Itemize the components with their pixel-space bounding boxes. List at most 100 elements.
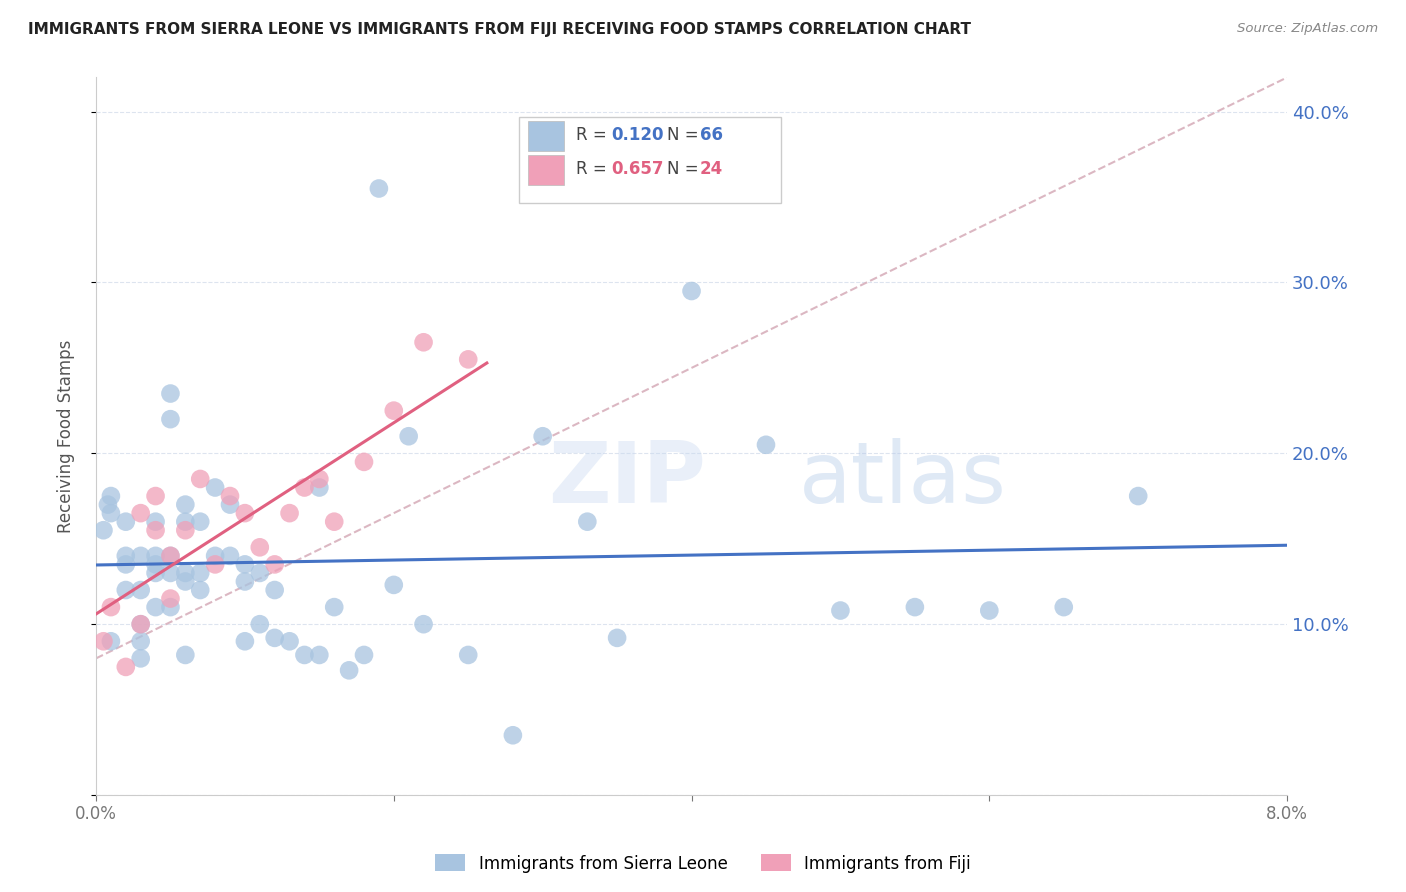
Point [502,728,524,742]
Point [278,634,301,648]
Point [114,660,136,674]
FancyBboxPatch shape [519,117,780,203]
Point [145,566,167,580]
Point [382,578,405,592]
Point [174,498,197,512]
Point [233,574,256,589]
Legend: Immigrants from Sierra Leone, Immigrants from Fiji: Immigrants from Sierra Leone, Immigrants… [429,847,977,880]
Point [145,515,167,529]
Point [337,663,360,677]
Point [129,582,152,597]
Point [353,455,375,469]
Point [114,582,136,597]
Point [97,498,120,512]
Point [219,498,242,512]
Point [755,438,778,452]
Point [129,651,152,665]
Point [188,472,211,486]
Text: 0.120: 0.120 [612,126,664,144]
Point [412,335,434,350]
Point [233,558,256,572]
Point [129,506,152,520]
Y-axis label: Receiving Food Stamps: Receiving Food Stamps [58,340,75,533]
Point [830,603,852,617]
Point [382,403,405,417]
Point [129,617,152,632]
Point [93,634,115,648]
Point [174,566,197,580]
Point [1128,489,1150,503]
Text: ZIP: ZIP [548,438,706,521]
Point [308,648,330,662]
Point [114,558,136,572]
Text: N =: N = [666,126,703,144]
Point [278,506,301,520]
Point [606,631,628,645]
Point [159,549,181,563]
Point [129,634,152,648]
Point [576,515,599,529]
Point [412,617,434,632]
Point [457,648,479,662]
Point [145,558,167,572]
Text: IMMIGRANTS FROM SIERRA LEONE VS IMMIGRANTS FROM FIJI RECEIVING FOOD STAMPS CORRE: IMMIGRANTS FROM SIERRA LEONE VS IMMIGRAN… [28,22,972,37]
Point [398,429,420,443]
Text: atlas: atlas [799,438,1007,521]
Point [129,549,152,563]
Point [174,515,197,529]
Point [323,600,346,615]
Point [294,481,316,495]
FancyBboxPatch shape [529,121,564,152]
Point [174,648,197,662]
Point [145,523,167,537]
Point [159,600,181,615]
Point [294,648,316,662]
Point [681,284,703,298]
Point [263,582,285,597]
Point [129,617,152,632]
Point [263,558,285,572]
Text: 24: 24 [700,160,723,178]
Point [188,515,211,529]
Point [367,181,389,195]
Point [114,515,136,529]
Point [188,582,211,597]
FancyBboxPatch shape [529,155,564,185]
Point [100,600,122,615]
Point [159,549,181,563]
Point [204,558,226,572]
Text: 66: 66 [700,126,723,144]
Text: N =: N = [666,160,703,178]
Point [219,549,242,563]
Point [159,591,181,606]
Point [174,523,197,537]
Point [233,506,256,520]
Point [263,631,285,645]
Point [457,352,479,367]
Text: R =: R = [576,160,612,178]
Point [159,386,181,401]
Point [188,566,211,580]
Point [323,515,346,529]
Point [353,648,375,662]
Point [145,549,167,563]
Point [204,549,226,563]
Point [159,412,181,426]
Point [249,541,271,555]
Point [204,481,226,495]
Text: Source: ZipAtlas.com: Source: ZipAtlas.com [1237,22,1378,36]
Point [904,600,927,615]
Point [145,600,167,615]
Point [1053,600,1076,615]
Point [100,506,122,520]
Point [249,617,271,632]
Point [93,523,115,537]
Point [531,429,554,443]
Point [174,574,197,589]
Point [145,489,167,503]
Point [979,603,1001,617]
Point [308,481,330,495]
Text: R =: R = [576,126,612,144]
Point [114,549,136,563]
Text: 0.657: 0.657 [612,160,664,178]
